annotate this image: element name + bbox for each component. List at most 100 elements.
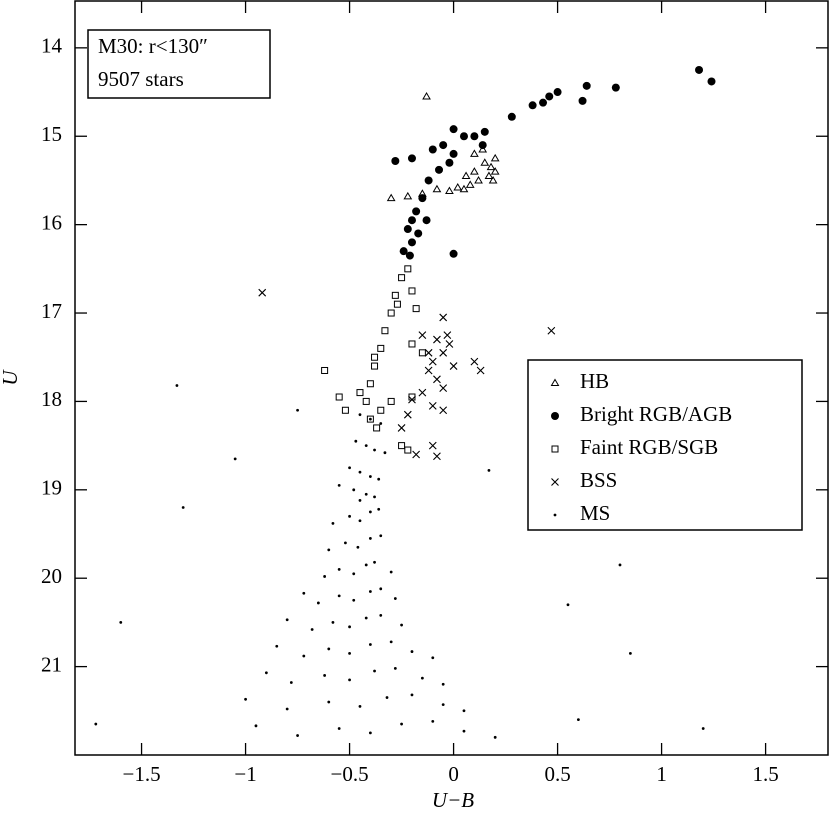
point-bright [578, 96, 587, 105]
point-ms [289, 681, 293, 684]
point-faint [391, 291, 399, 299]
point-ms [400, 623, 403, 627]
point-bss [443, 331, 452, 340]
point-ms [337, 567, 341, 571]
point-hb [461, 171, 471, 180]
point-faint [408, 340, 416, 348]
point-ms [368, 731, 372, 735]
legend-label: MS [580, 501, 610, 525]
point-ms [331, 522, 335, 525]
point-ms [323, 674, 327, 677]
point-bss [433, 335, 441, 344]
point-bss [439, 384, 448, 393]
point-bright [707, 77, 716, 86]
point-ms [344, 541, 347, 545]
y-tick-label: 16 [41, 210, 62, 234]
point-ms [364, 492, 368, 496]
point-hb [465, 180, 475, 188]
point-ms [352, 572, 356, 576]
point-bss [476, 366, 485, 375]
point-bright [439, 141, 448, 150]
point-ms [628, 651, 632, 655]
point-ms [410, 693, 414, 697]
point-bright [695, 65, 704, 74]
point-ms [302, 654, 306, 658]
point-ms [618, 563, 622, 567]
point-ms [701, 727, 705, 730]
point-ms [385, 696, 389, 699]
point-faint [412, 305, 420, 313]
point-ms [352, 598, 356, 602]
point-bright [407, 154, 416, 163]
point-faint [404, 446, 412, 454]
point-ms [364, 563, 368, 567]
point-hb [403, 191, 413, 200]
point-faint [366, 415, 374, 423]
point-hb [474, 175, 483, 184]
point-ms [389, 570, 393, 574]
point-bright [545, 92, 554, 101]
point-hb [490, 167, 500, 175]
point-ms [296, 408, 299, 412]
point-ms [379, 587, 383, 591]
point-faint [408, 287, 416, 295]
point-ms [327, 700, 331, 704]
point-bss [403, 410, 412, 419]
point-faint [371, 362, 379, 370]
point-ms [368, 510, 372, 514]
point-bss [439, 313, 448, 322]
point-ms [373, 560, 376, 564]
point-bss [397, 424, 406, 432]
point-bright [407, 238, 416, 247]
point-hb [422, 91, 431, 100]
point-bright [470, 132, 479, 141]
point-bright [449, 249, 458, 258]
point-ms [393, 666, 397, 670]
point-ms [94, 722, 98, 726]
point-bright [414, 229, 423, 238]
point-ms [368, 643, 372, 646]
point-bright [407, 216, 416, 225]
point-hb [484, 171, 494, 180]
y-tick-label: 19 [41, 476, 62, 500]
x-tick-label: 1 [656, 762, 667, 786]
point-hb [480, 158, 490, 166]
point-ms [487, 468, 491, 472]
x-tick-label: 1.5 [752, 762, 778, 786]
point-ms [431, 720, 435, 723]
point-ms [431, 656, 435, 660]
point-ms [576, 718, 580, 722]
point-bright [449, 125, 458, 134]
point-ms [420, 676, 424, 680]
point-ms [368, 537, 372, 540]
point-ms [364, 616, 368, 620]
point-ms [175, 384, 179, 387]
point-ms [364, 444, 368, 448]
point-hb [453, 183, 463, 191]
legend-label: BSS [580, 468, 617, 492]
point-bright [539, 98, 548, 107]
legend-label: Faint RGB/SGB [580, 435, 718, 459]
point-hb [432, 184, 442, 193]
point-bright [428, 145, 437, 154]
point-bss [418, 388, 427, 397]
point-ms [400, 722, 403, 726]
x-tick-label: 0 [448, 762, 459, 786]
point-bss [258, 288, 267, 297]
point-ms [410, 650, 414, 653]
point-bright [405, 251, 414, 260]
plot-frame [74, 0, 829, 756]
point-ms [254, 724, 258, 728]
point-bright [553, 88, 562, 97]
point-bright [391, 156, 400, 165]
point-hb [445, 186, 454, 195]
legend-marker [551, 412, 559, 420]
point-ms [358, 413, 362, 417]
legend [527, 359, 803, 531]
point-faint [366, 380, 374, 388]
point-hb [488, 175, 498, 184]
point-faint [387, 309, 395, 317]
x-tick-label: −1.5 [123, 762, 161, 786]
y-axis-label: U [0, 369, 22, 386]
